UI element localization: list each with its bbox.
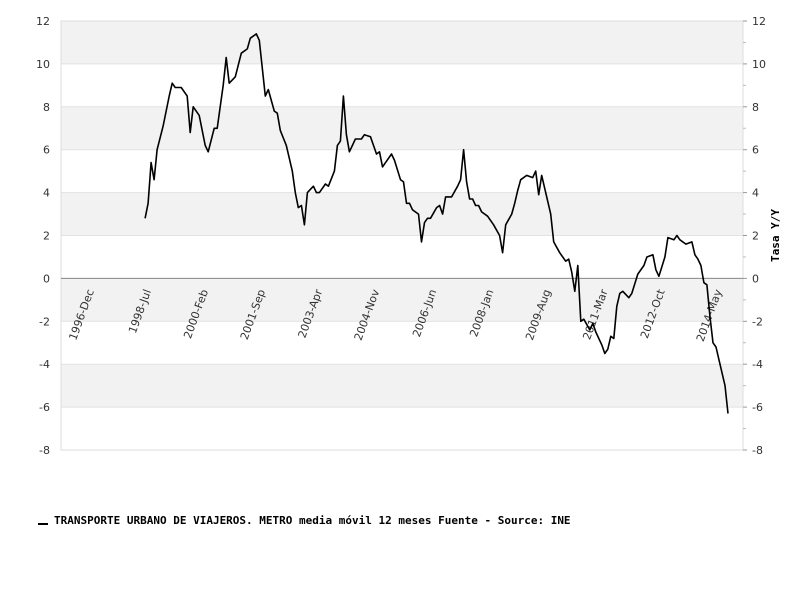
plot-background-bands — [61, 21, 743, 408]
background-band — [61, 106, 743, 150]
right-y-tick-label: 8 — [752, 101, 759, 114]
right-y-tick-label: -4 — [752, 358, 763, 371]
left-y-tick-label: 2 — [43, 230, 50, 243]
left-y-tick-label: 12 — [36, 15, 50, 28]
left-y-tick-label: 0 — [43, 272, 50, 285]
right-y-tick-label: -8 — [752, 444, 763, 457]
left-y-tick-label: 6 — [43, 144, 50, 157]
right-y-tick-label: 4 — [752, 187, 759, 200]
series-line — [144, 33, 729, 414]
left-y-tick-label: -6 — [39, 401, 50, 414]
left-y-tick-label: 8 — [43, 101, 50, 114]
series-group — [144, 33, 729, 414]
background-band — [61, 192, 743, 236]
left-y-tick-label: 10 — [36, 58, 50, 71]
right-y-tick-label: 10 — [752, 58, 766, 71]
left-y-tick-label: -8 — [39, 444, 50, 457]
legend-text: TRANSPORTE URBANO DE VIAJEROS. METRO med… — [54, 514, 571, 527]
right-y-tick-label: 0 — [752, 272, 759, 285]
background-band — [61, 21, 743, 64]
right-y-tick-label: 2 — [752, 230, 759, 243]
background-band — [61, 364, 743, 408]
left-y-tick-label: -4 — [39, 358, 50, 371]
left-y-axis: 12 10 8 6 4 2 0 -2 -4 -6 -8 — [36, 15, 50, 457]
right-axis-title: Tasa Y/Y — [769, 209, 782, 262]
legend: TRANSPORTE URBANO DE VIAJEROS. METRO med… — [38, 514, 571, 527]
left-y-tick-label: 4 — [43, 187, 50, 200]
right-y-tick-label: -2 — [752, 315, 763, 328]
right-y-tick-label: 6 — [752, 144, 759, 157]
background-band — [61, 278, 743, 322]
right-y-axis: 12 10 8 6 4 2 0 -2 -4 -6 -8 — [743, 15, 766, 457]
left-y-tick-label: -2 — [39, 315, 50, 328]
legend-line-swatch — [38, 523, 48, 525]
right-y-tick-label: -6 — [752, 401, 763, 414]
right-y-tick-label: 12 — [752, 15, 766, 28]
